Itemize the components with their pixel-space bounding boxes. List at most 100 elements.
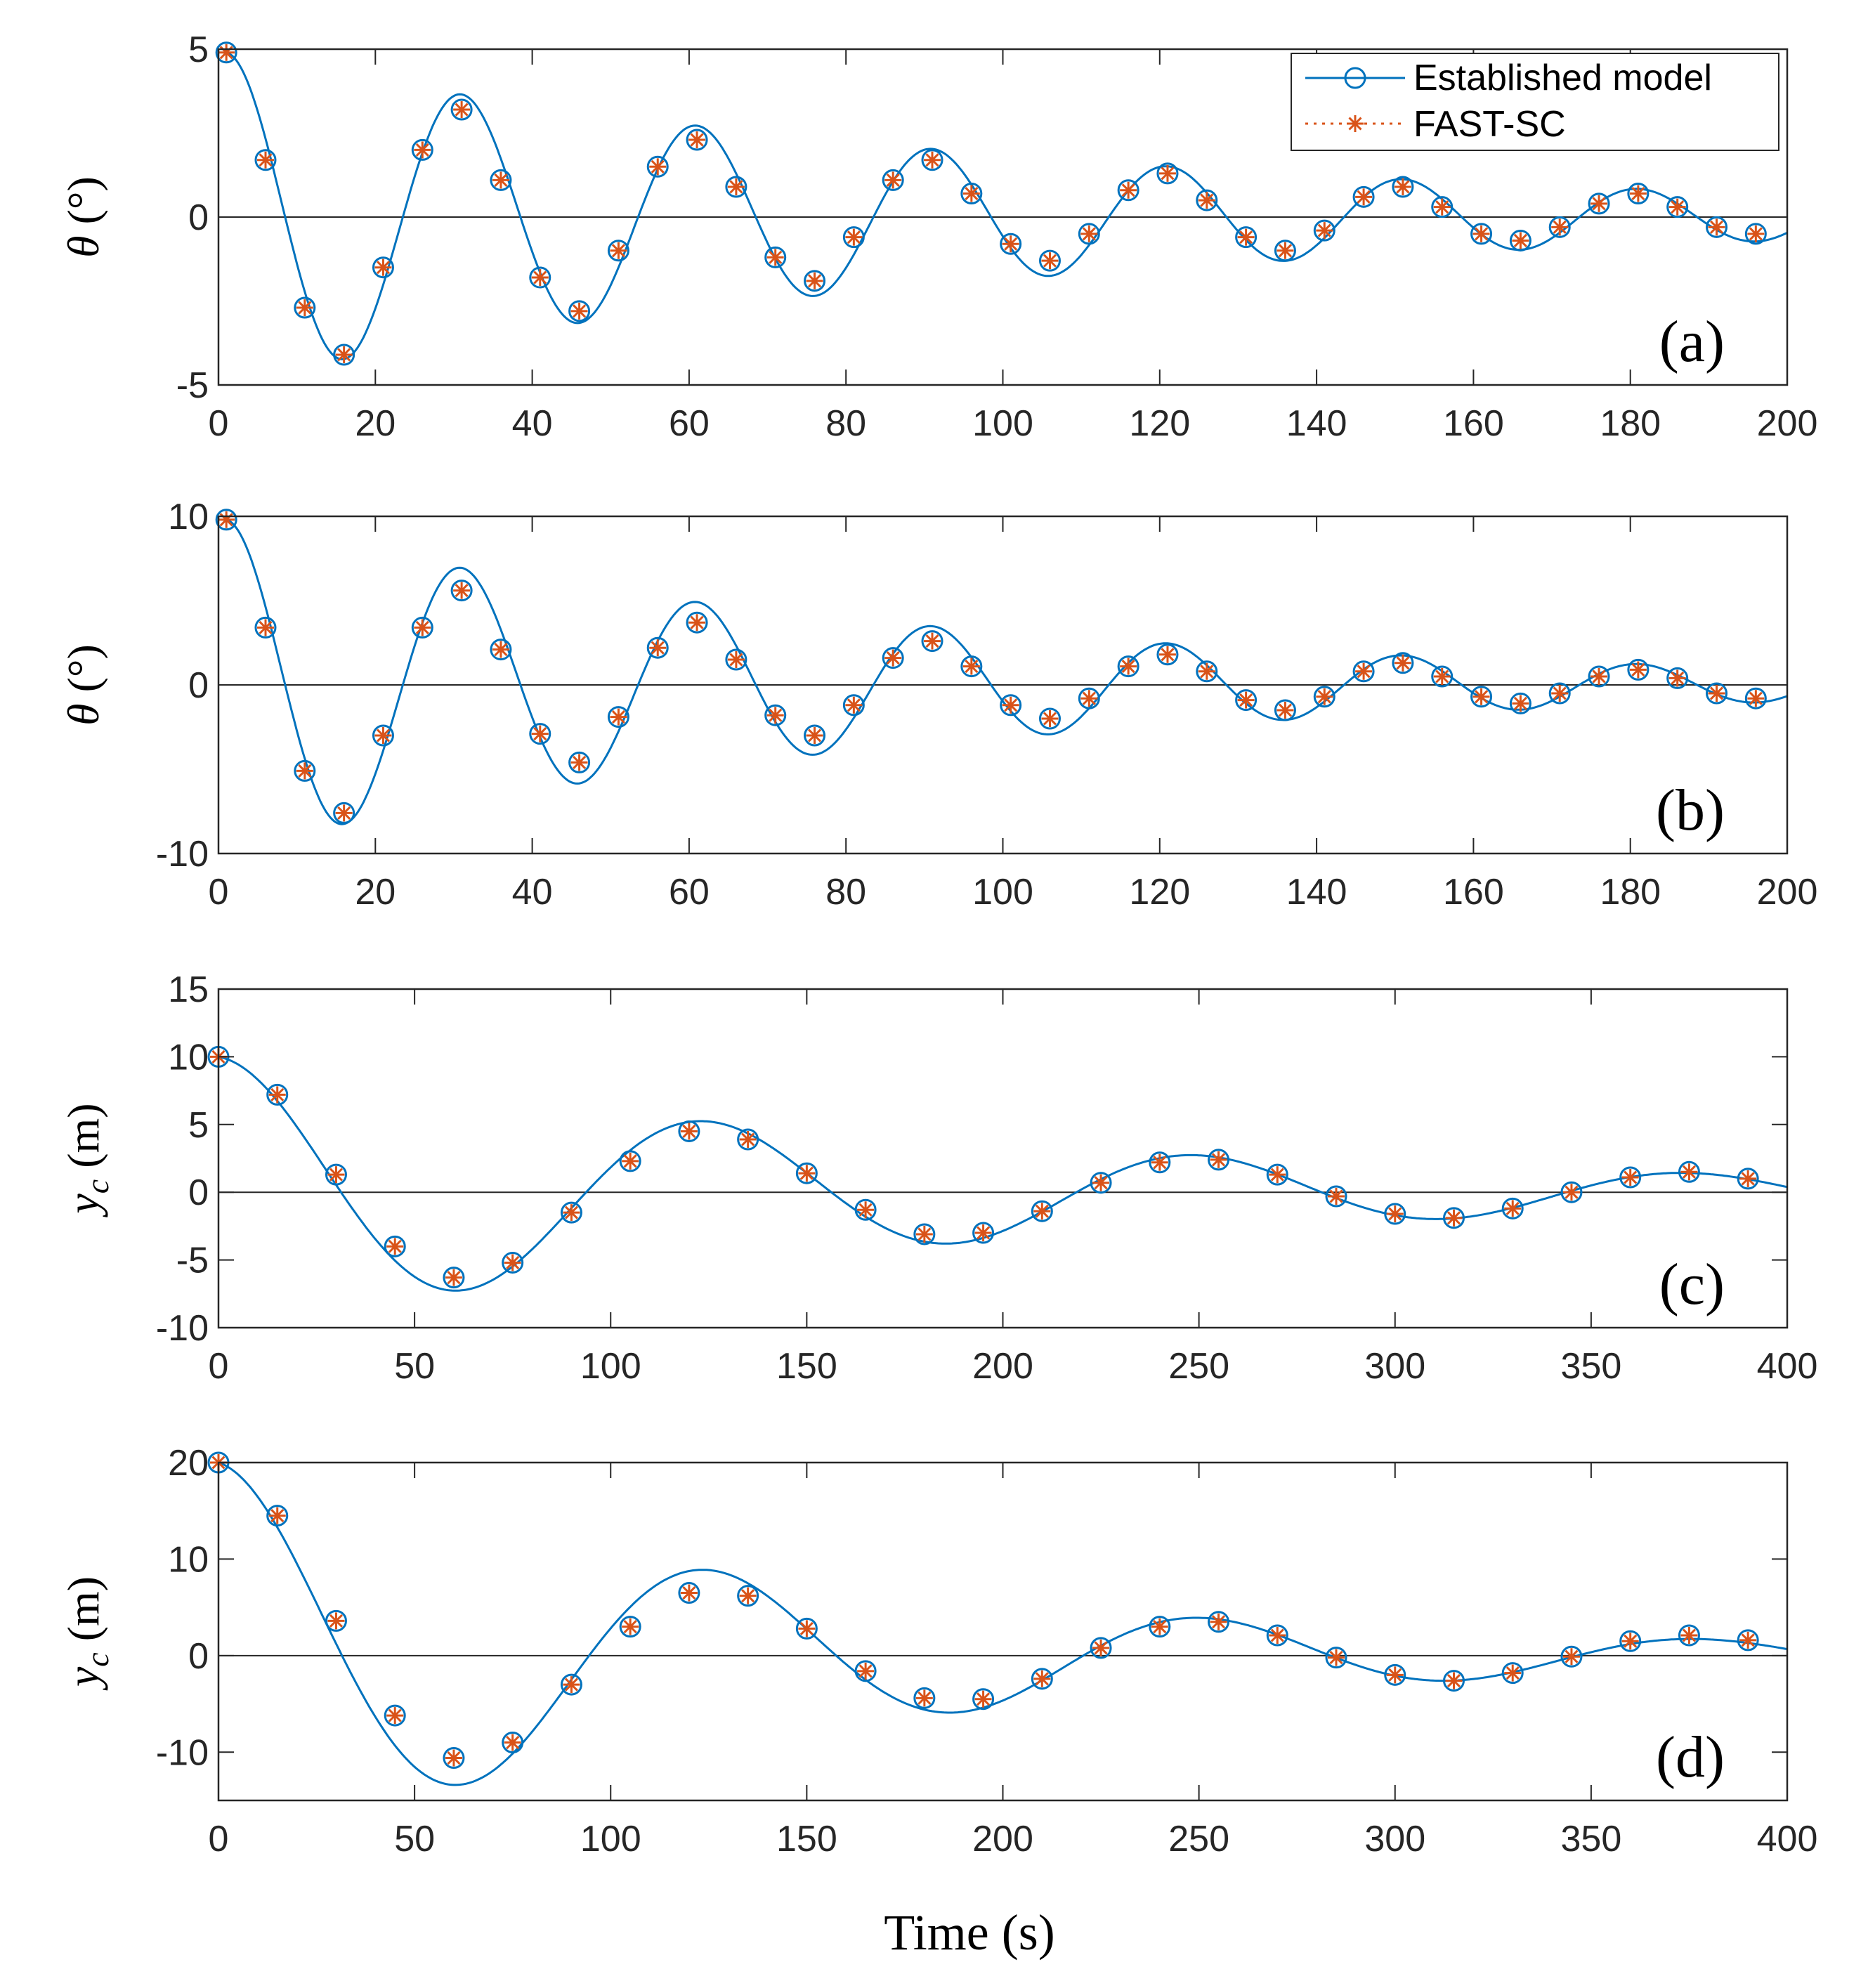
data-point-established-model [529,266,551,289]
data-point-fast-sc [688,131,706,149]
data-point-fast-sc [1237,228,1255,246]
asterisk-stroke [329,1168,344,1182]
data-point-fast-sc [845,696,863,714]
asterisk-stroke [623,1620,637,1634]
data-point-fast-sc [688,614,706,632]
data-point-established-model [1666,667,1689,689]
asterisk-stroke [1446,1674,1461,1688]
y-axis-unit: (m) [58,1576,108,1652]
asterisk-stroke [1239,230,1253,244]
data-point-established-model [1431,196,1454,218]
data-point-fast-sc [1198,192,1215,209]
data-point-established-model [882,169,904,191]
asterisk-stroke [769,708,783,722]
data-point-established-model [1325,1185,1347,1208]
asterisk-stroke [977,1692,991,1706]
asterisk-stroke [1709,220,1724,234]
data-point-fast-sc [1092,1639,1110,1656]
x-tick-label: 200 [972,1346,1033,1387]
data-point-fast-sc [1158,164,1176,182]
data-point-fast-sc [1328,1187,1345,1205]
data-point-established-model [1156,643,1179,666]
data-point-fast-sc [974,1224,992,1242]
asterisk-stroke [506,1735,520,1750]
data-point-fast-sc [268,1507,286,1524]
data-point-fast-sc [649,639,667,657]
asterisk-stroke [1553,686,1567,700]
asterisk-stroke [858,1664,873,1678]
data-point-fast-sc [1237,691,1255,709]
asterisk-stroke [329,1614,344,1628]
data-point-established-model [1384,1663,1406,1686]
y-axis-label: θ (°) [58,176,108,258]
data-point-established-model [1117,655,1139,678]
data-point-established-model [1031,1668,1053,1690]
asterisk-stroke [1435,200,1449,214]
data-point-fast-sc [1621,1633,1639,1650]
asterisk-stroke [1004,698,1018,712]
data-point-fast-sc [1394,654,1411,672]
data-point-established-model [1149,1151,1171,1174]
data-point-fast-sc [1041,710,1059,727]
asterisk-stroke [388,1239,402,1253]
asterisk-stroke [1200,193,1214,207]
data-point-fast-sc [1621,1168,1639,1186]
data-point-fast-sc [335,346,353,363]
data-point-established-model [568,751,591,773]
asterisk-stroke [1317,223,1331,237]
data-point-fast-sc [1433,668,1451,685]
data-point-established-model [686,611,708,634]
data-point-established-model [1038,249,1061,272]
data-point-fast-sc [1504,1664,1522,1682]
asterisk-stroke [1624,1170,1638,1184]
data-point-fast-sc [256,619,274,636]
asterisk-stroke [1357,190,1371,204]
data-point-fast-sc [256,151,274,169]
asterisk-stroke [769,250,783,264]
data-point-fast-sc [563,1204,580,1222]
asterisk-stroke [388,1708,402,1722]
data-point-fast-sc [492,171,509,189]
data-point-fast-sc [1386,1666,1404,1684]
data-point-fast-sc [727,178,745,195]
asterisk-stroke [1035,1204,1049,1218]
asterisk-stroke [1565,1649,1579,1663]
asterisk-stroke [1004,237,1018,251]
data-point-fast-sc [1504,1200,1522,1217]
x-tick-label: 100 [580,1819,641,1859]
data-point-established-model [333,344,355,366]
y-tick-label: -10 [156,1308,209,1349]
asterisk-stroke [1475,227,1489,241]
asterisk-stroke [1682,1628,1696,1642]
y-axis-symbol: y [58,1666,108,1691]
y-axis-symbol: θ [58,703,108,725]
data-point-established-model [1313,686,1335,708]
asterisk-stroke [1624,1634,1638,1648]
asterisk-stroke [886,173,900,187]
panel-label: (d) [1656,1725,1725,1790]
data-point-fast-sc [806,272,823,289]
data-point-established-model [450,98,473,121]
asterisk-stroke [1435,669,1449,684]
asterisk-stroke [807,274,822,288]
x-tick-label: 40 [512,872,553,913]
data-point-fast-sc [798,1165,816,1182]
asterisk-stroke [298,764,312,778]
series-line-established-model [226,518,1788,825]
y-axis-label: yc (m) [58,1103,115,1217]
data-point-fast-sc [531,269,549,287]
x-tick-label: 350 [1560,1819,1621,1859]
asterisk-stroke [1348,117,1362,131]
data-point-established-model [725,176,747,198]
data-point-fast-sc [1316,222,1333,240]
data-point-fast-sc [1210,1151,1227,1168]
asterisk-stroke [1475,690,1489,704]
data-point-fast-sc [806,727,823,744]
data-point-established-model [1470,223,1493,245]
data-point-fast-sc [739,1587,757,1604]
x-tick-label: 160 [1443,403,1504,444]
panel-label: (c) [1659,1252,1725,1317]
data-point-established-model [725,648,747,671]
data-point-fast-sc [1551,685,1569,702]
